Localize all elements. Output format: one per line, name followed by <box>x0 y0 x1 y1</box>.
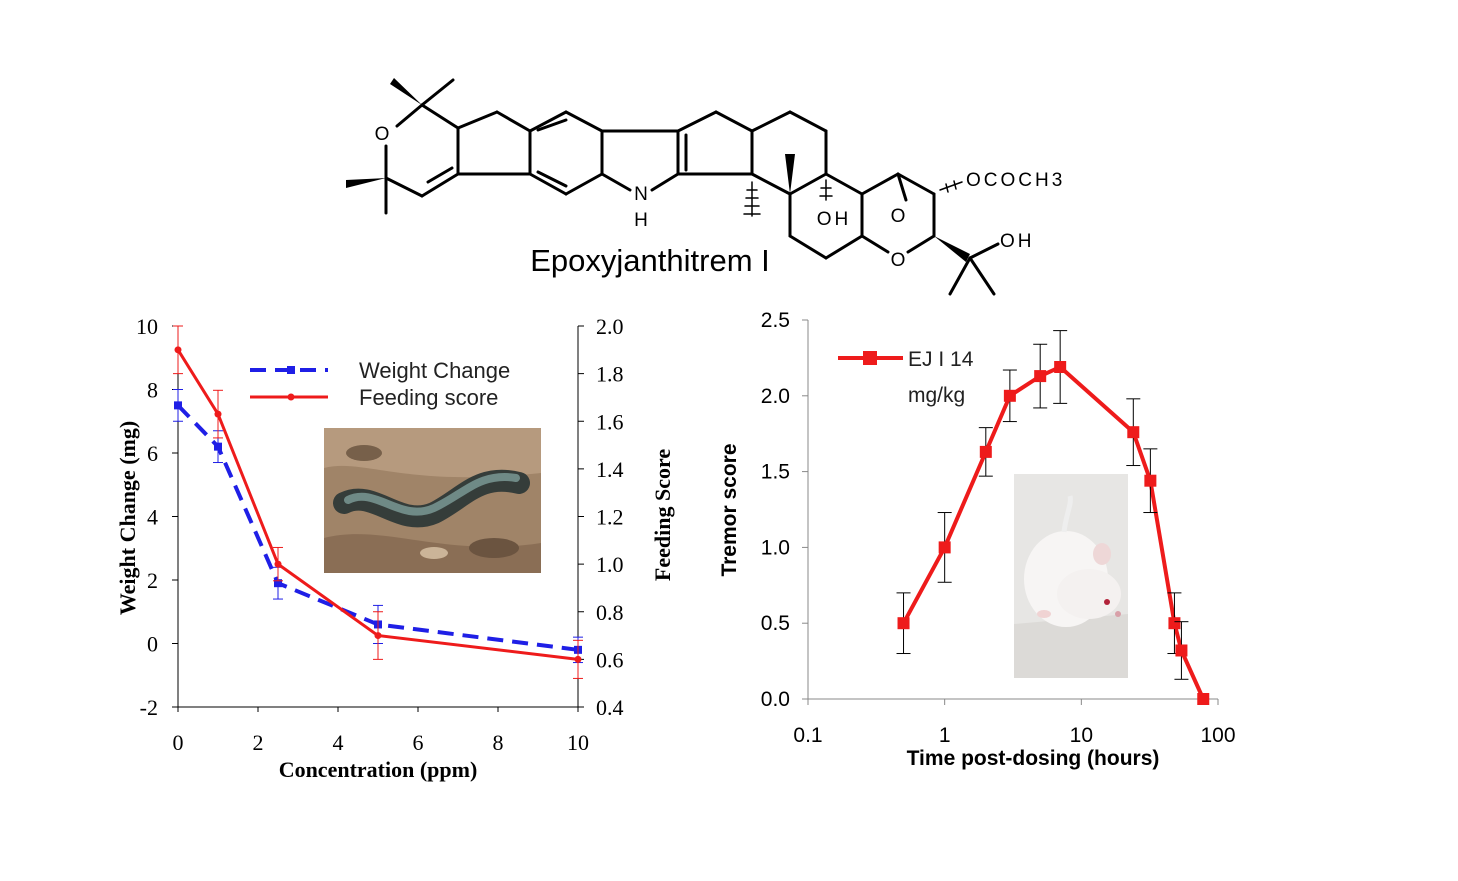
data-point <box>1168 617 1181 630</box>
side-hydroxyl: OH <box>1000 231 1035 252</box>
data-point <box>574 655 582 663</box>
data-point <box>374 632 382 640</box>
right-chart: 0.1 1 10 100 0.0 0.5 1.0 1.5 2.0 2.5 EJ I 14 mg/k… <box>718 309 1236 770</box>
pyran-oxygen: O <box>375 124 390 145</box>
indole-n: N <box>634 184 648 205</box>
indole-h: H <box>634 210 648 231</box>
right-chart-legend: EJ I 14 mg/kg <box>838 348 974 407</box>
left-x-axis-label: Concentration (ppm) <box>279 757 478 782</box>
y2-tick-label: 1.4 <box>596 457 624 482</box>
data-point <box>1034 370 1047 383</box>
x-tick-label: 6 <box>413 730 424 755</box>
x-tick-label: 100 <box>1200 724 1235 747</box>
data-point <box>897 617 910 630</box>
x-tick-label: 8 <box>493 730 504 755</box>
y-tick-label: 10 <box>136 314 158 339</box>
x-tick-label: 4 <box>333 730 344 755</box>
compound-name: Epoxyjanthitrem I <box>530 243 770 278</box>
data-point <box>214 442 222 451</box>
data-point <box>938 541 951 554</box>
acetate-group: OCOCH3 <box>966 170 1065 191</box>
data-point <box>274 560 282 568</box>
y2-tick-label: 0.8 <box>596 600 624 625</box>
y-tick-label: 2.5 <box>761 309 790 332</box>
data-point <box>274 579 282 588</box>
left-chart-series <box>173 325 583 679</box>
y-tick-label: 2.0 <box>761 385 790 408</box>
y-tick-label: 6 <box>147 441 158 466</box>
structure-atom-labels: O N H OH O O OCOCH3 OH Epoxyjanthitrem I <box>375 124 1065 278</box>
data-point <box>1054 360 1067 373</box>
right-y-axis-label: Tremor score <box>718 443 741 576</box>
right-y-axis-label: Feeding Score <box>650 449 675 581</box>
y2-tick-label: 0.6 <box>596 647 624 672</box>
data-point <box>174 346 182 354</box>
left-chart: 0 2 4 6 8 10 -2 0 2 4 6 8 10 0.4 0.6 0.8 1.0 1.2 1.4 1.6 1.8… <box>115 314 675 782</box>
x-tick-label: 2 <box>253 730 264 755</box>
caterpillar-photo <box>324 428 541 573</box>
white-mouse-photo <box>1014 474 1128 678</box>
x-tick-label: 10 <box>567 730 589 755</box>
y-tick-label: 4 <box>147 505 158 530</box>
right-chart-series <box>896 330 1210 705</box>
legend-weight-change: Weight Change <box>359 358 510 383</box>
epoxide-oxygen: O <box>891 206 906 227</box>
y-tick-label: 0.0 <box>761 688 790 711</box>
y-tick-label: 2 <box>147 568 158 593</box>
y2-tick-label: 0.4 <box>596 695 624 720</box>
y-tick-label: 0.5 <box>761 612 790 635</box>
y-tick-label: 8 <box>147 378 158 403</box>
chemical-structure <box>346 78 1000 296</box>
y2-tick-label: 1.8 <box>596 362 624 387</box>
left-y-axis-label: Weight Change (mg) <box>115 421 140 615</box>
right-chart-ticks: 0.1 1 10 100 0.0 0.5 1.0 1.5 2.0 2.5 <box>761 309 1236 747</box>
right-chart-axes <box>807 320 1218 700</box>
y2-tick-label: 2.0 <box>596 314 624 339</box>
y2-tick-label: 1.6 <box>596 409 624 434</box>
x-tick-label: 0 <box>173 730 184 755</box>
y2-tick-label: 1.0 <box>596 552 624 577</box>
left-chart-ticks: 0 2 4 6 8 10 -2 0 2 4 6 8 10 0.4 0.6 0.8 1.0 1.2 1.4 1.6 1.8… <box>136 314 624 755</box>
y-tick-label: 1.0 <box>761 536 790 559</box>
x-tick-label: 0.1 <box>793 724 822 747</box>
y-tick-label: 0 <box>147 632 158 657</box>
x-tick-label: 1 <box>939 724 951 747</box>
data-point <box>1127 426 1140 439</box>
x-tick-label: 10 <box>1070 724 1093 747</box>
ring-hydroxyl: OH <box>817 209 852 230</box>
data-point <box>1175 644 1188 657</box>
data-point <box>1197 693 1210 705</box>
data-point <box>1144 474 1157 487</box>
data-point <box>979 445 992 458</box>
y-tick-label: 1.5 <box>761 461 790 484</box>
right-x-axis-label: Time post-dosing (hours) <box>907 747 1160 770</box>
legend-ej-line1: EJ I 14 <box>908 348 974 371</box>
y2-tick-label: 1.2 <box>596 505 624 530</box>
data-point <box>174 401 182 410</box>
legend-feeding-score: Feeding score <box>359 385 498 410</box>
left-chart-legend: Weight Change Feeding score <box>250 358 510 410</box>
lower-pyran-oxygen: O <box>891 250 906 271</box>
data-point <box>1003 389 1016 402</box>
y-tick-label: -2 <box>140 695 158 720</box>
legend-ej-line2: mg/kg <box>908 384 965 407</box>
data-point <box>214 410 222 418</box>
